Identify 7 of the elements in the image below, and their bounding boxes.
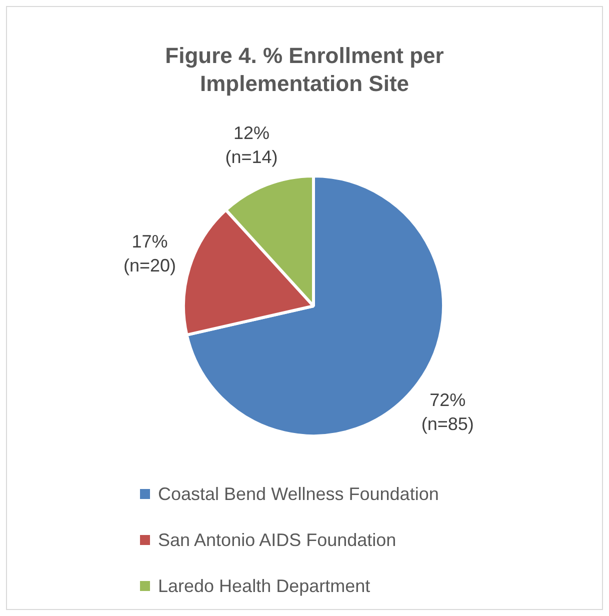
legend-label: San Antonio AIDS Foundation — [157, 529, 398, 552]
legend-label: Laredo Health Department — [157, 575, 372, 598]
legend-label: Coastal Bend Wellness Foundation — [157, 483, 439, 506]
data-label: 12% (n=14) — [225, 122, 278, 167]
data-label: 17% (n=20) — [123, 232, 176, 276]
chart-title: Figure 4. % Enrollment per Implementation Site — [164, 42, 445, 98]
data-label: 72% (n=85) — [421, 390, 474, 434]
